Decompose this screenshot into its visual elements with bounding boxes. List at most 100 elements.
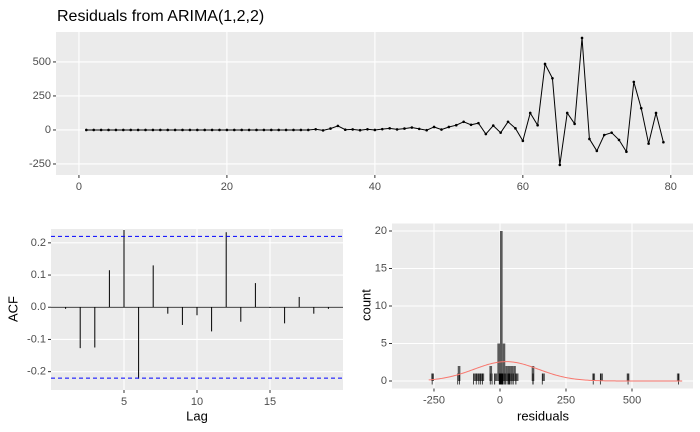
y-tick-label: 0.1 [31,269,46,281]
residual-point [565,111,569,115]
residual-point [173,128,177,132]
residual-point [151,128,155,132]
residual-point [610,131,613,134]
histogram-bar [476,373,479,381]
residual-point [136,128,140,132]
residual-point [521,139,525,143]
y-tick-label: 0 [45,124,51,136]
histogram-bar [431,373,434,381]
y-axis-title: ACF [5,296,20,322]
residual-point [233,128,236,132]
x-tick-label: 20 [221,181,233,193]
x-tick-label: -250 [423,394,445,406]
residual-point [262,128,266,132]
x-tick-label: 60 [517,181,529,193]
x-tick-label: 500 [623,394,641,406]
residual-point [551,76,554,80]
residual-point [358,128,362,132]
residual-point [144,128,147,132]
residual-point [366,127,369,131]
histogram-bar [592,373,596,381]
residual-point [595,149,599,153]
residual-point [395,128,399,131]
residual-point [558,163,562,167]
y-tick-label: -250 [29,158,51,170]
residual-point [440,128,443,131]
histogram-bar [513,366,516,381]
histogram-bar [502,343,506,381]
residual-point [85,128,88,132]
y-tick-label: 250 [33,90,51,102]
y-tick-label: 0.2 [31,237,46,249]
residual-point [299,128,303,132]
residual-point [469,123,473,127]
residual-point [625,150,628,154]
histogram-bar [499,231,503,381]
residual-point [255,128,258,132]
x-tick-label: 0 [497,394,503,406]
y-tick-label: 15 [375,262,387,274]
residual-point [188,128,192,132]
residual-point [632,80,636,84]
residual-point [321,129,325,132]
residual-point [159,128,162,132]
residual-point [114,128,118,132]
y-tick-label: -0.2 [27,366,46,378]
residual-point [499,131,502,134]
residual-point [292,128,295,132]
residual-point [536,123,539,127]
residual-point [491,124,495,127]
residual-point [314,127,317,131]
y-axis-title: count [358,289,373,321]
residual-point [306,128,310,132]
residual-point [107,128,110,132]
x-tick-label: 0 [76,181,82,193]
y-tick-label: 20 [375,225,387,237]
residual-point [240,128,243,132]
residual-point [92,128,96,132]
residual-point [122,128,125,132]
residual-point [543,62,547,66]
residual-point [506,120,510,124]
residual-point [528,111,532,115]
residual-point [269,128,273,132]
residual-point [454,123,458,127]
residual-point [654,111,658,115]
residual-point [639,106,643,110]
histogram-bar [542,373,545,381]
chart-title: Residuals from ARIMA(1,2,2) [57,8,264,25]
histogram-bar [478,373,482,381]
residual-point [425,128,428,132]
x-tick-label: 15 [264,396,276,408]
residual-point [218,128,221,132]
residual-point [129,128,133,132]
histogram-bar [473,373,477,381]
residual-point [343,128,347,131]
histogram-bar [515,373,519,381]
density-curve [428,361,683,382]
residual-point [225,128,229,132]
residual-point [277,128,280,132]
histogram-bar [489,366,493,381]
histogram-bar [494,373,498,381]
y-tick-label: 0 [381,375,387,387]
residual-point [380,127,384,131]
residual-point [284,128,288,132]
residual-point [247,128,251,132]
x-tick-label: 80 [665,181,677,193]
residual-point [181,128,184,132]
residual-point [336,124,340,128]
y-tick-label: 0.0 [31,301,46,313]
x-tick-label: 10 [191,396,203,408]
residual-point [203,128,207,132]
residual-point [647,142,650,145]
x-tick-label: 250 [557,394,575,406]
histogram-bar [600,373,603,381]
x-tick-label: 40 [369,181,381,193]
residual-point [432,125,436,129]
x-axis-title: Lag [186,408,208,423]
residual-point [462,120,465,124]
x-tick-label: 5 [121,396,127,408]
residual-point [477,121,480,125]
